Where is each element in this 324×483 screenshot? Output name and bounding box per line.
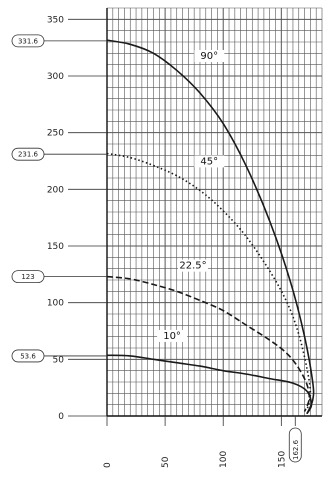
x-tick-label: 0 — [103, 462, 113, 468]
x-callout-label: 162.6 — [292, 439, 300, 460]
x-tick-label: 150 — [277, 451, 287, 468]
series-line — [106, 39, 315, 415]
curve-label-bg — [194, 50, 225, 62]
y-tick-label: 350 — [47, 15, 64, 25]
y-callout-label: 231.6 — [18, 151, 39, 159]
x-callout-box — [288, 427, 302, 463]
y-callout-box — [11, 34, 45, 48]
y-tick-label: 300 — [47, 72, 64, 82]
y-callout-label: 123 — [21, 273, 34, 281]
curve-label: 90° — [200, 51, 218, 62]
y-tick-label: 50 — [53, 355, 65, 365]
labels-layer: 0 50 100 150 200 250 300 350 331.6 231.6 123 53.6 0 5… — [11, 15, 302, 468]
curve-label-bg — [194, 155, 225, 168]
grid — [106, 7, 323, 417]
series-line — [106, 152, 312, 411]
curve-label: 45° — [200, 156, 218, 167]
series-line — [106, 354, 313, 415]
curve-label: 10° — [163, 331, 181, 342]
series-layer — [106, 39, 315, 415]
y-callout-label: 331.6 — [18, 37, 39, 45]
y-callout-box — [11, 270, 45, 284]
y-callout-box — [11, 147, 45, 161]
y-callout-label: 53.6 — [20, 352, 36, 360]
y-callout-box — [11, 349, 45, 363]
curve-label: 22.5° — [179, 261, 206, 272]
curve-label-bg — [178, 259, 208, 272]
x-tick-label: 50 — [161, 456, 171, 468]
y-tick-label: 250 — [47, 129, 64, 139]
axes — [44, 8, 322, 426]
series-line — [106, 275, 311, 412]
y-tick-label: 0 — [58, 412, 64, 422]
y-tick-label: 200 — [47, 185, 64, 195]
x-tick-label: 100 — [219, 451, 229, 468]
y-tick-label: 100 — [47, 299, 64, 309]
y-tick-label: 150 — [47, 242, 64, 252]
curve-label-bg — [157, 329, 188, 342]
